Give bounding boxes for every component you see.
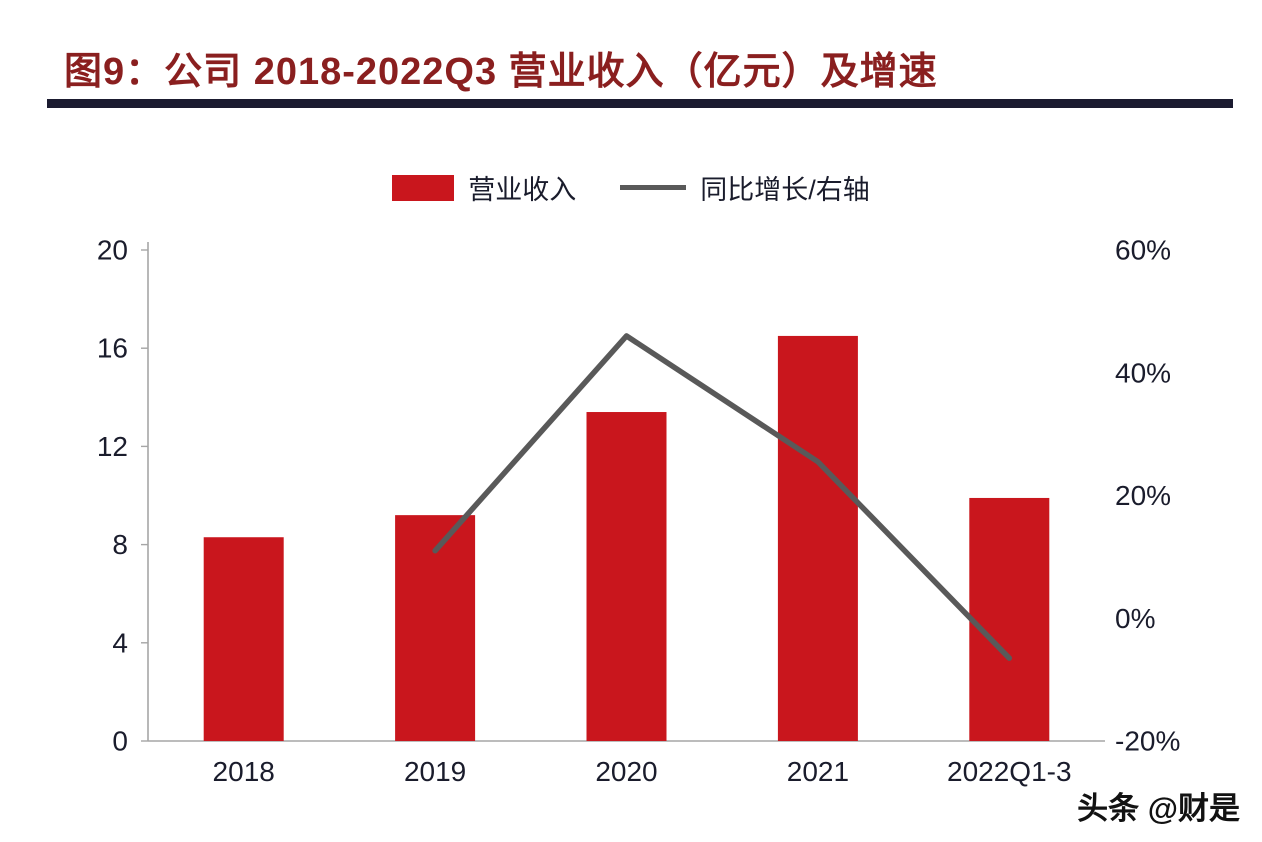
legend-bar-swatch (392, 174, 455, 201)
right-axis-tick-label: 40% (1115, 357, 1171, 388)
right-axis-tick-label: 20% (1115, 480, 1171, 511)
legend-line-swatch (620, 185, 687, 190)
revenue-bar (203, 537, 284, 741)
x-axis-category-label: 2021 (787, 756, 849, 787)
legend-label-growth: 同比增长/右轴 (700, 175, 870, 205)
legend-label-revenue: 营业收入 (468, 175, 577, 205)
figure-title: 图9：公司 2018-2022Q3 营业收入（亿元）及增速 (64, 51, 938, 93)
revenue-bar (969, 497, 1050, 741)
x-axis-category-label: 2020 (595, 756, 657, 787)
revenue-bar (777, 335, 858, 741)
right-axis-tick-label: -20% (1115, 726, 1180, 757)
left-axis-tick-label: 0 (112, 726, 128, 757)
x-axis-category-label: 2019 (404, 756, 466, 787)
chart-legend: 营业收入 同比增长/右轴 (0, 168, 1262, 207)
x-axis-category-label: 2022Q1-3 (947, 756, 1072, 787)
right-axis-tick-label: 60% (1115, 235, 1171, 266)
revenue-bar (586, 412, 667, 741)
growth-line (432, 333, 1013, 661)
legend-item-growth: 同比增长/右轴 (620, 168, 870, 207)
left-axis-tick-label: 12 (97, 431, 128, 462)
left-axis-tick-label: 4 (112, 627, 128, 658)
right-axis-tick-label: 0% (1115, 603, 1155, 634)
left-axis-tick-label: 20 (97, 235, 128, 266)
watermark: 头条 @财是 (1077, 791, 1240, 826)
title-underline (47, 99, 1233, 108)
left-axis-tick-label: 8 (112, 529, 128, 560)
legend-item-revenue: 营业收入 (392, 168, 576, 207)
x-axis-category-label: 2018 (213, 756, 275, 787)
left-axis-tick-label: 16 (97, 333, 128, 364)
